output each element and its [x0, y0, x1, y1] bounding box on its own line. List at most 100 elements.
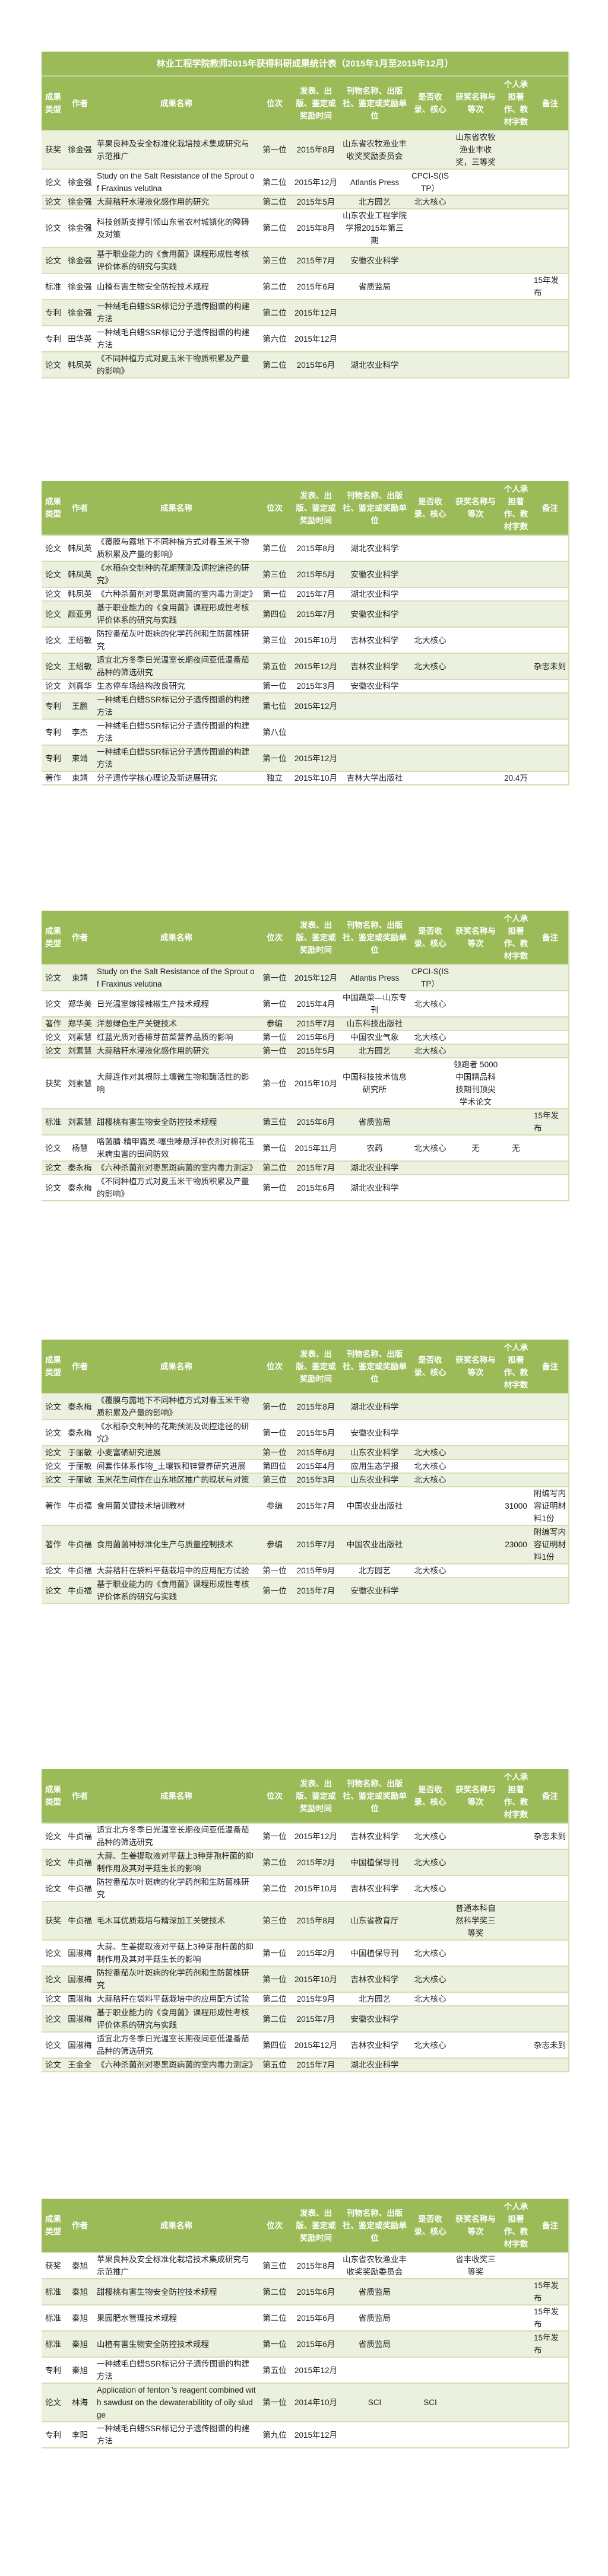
cell-name: 咯菌腈·精甲霜灵·噻虫嗪悬浮种衣剂对棉花玉米病虫害的田间防效	[95, 1135, 258, 1162]
cell-remarks	[532, 771, 569, 785]
results-table: 成果类型 作者 成果名称 位次 发表、出版、鉴定或奖励时间 刊物名称、出版社、鉴定或奖励单…	[42, 2199, 569, 2448]
cell-type: 论文	[42, 2058, 65, 2072]
cell-publisher: 安徽农业科学	[340, 679, 409, 694]
cell-indexed	[409, 352, 451, 379]
cell-remarks	[532, 1058, 569, 1109]
cell-publisher: 吉林大学出版社	[340, 771, 409, 785]
column-header-type: 成果类型	[42, 1340, 65, 1394]
table-row: 论文 王金全 《六种杀菌剂对枣黑斑病菌的室内毒力测定》 第五位 2015年7月 湖北农业科…	[42, 2058, 569, 2072]
cell-rank: 第一位	[258, 1135, 292, 1162]
column-header-date: 发表、出版、鉴定或奖励时间	[292, 1769, 340, 1824]
table-row: 论文 徐金强 基于职业能力的《食用菌》课程形成性考核评价体系的研究与实践 第三位 201…	[42, 247, 569, 274]
cell-word-count	[500, 247, 532, 274]
table-row: 论文 刘真华 生态停车场结构改良研究 第一位 2015年3月 安徽农业科学	[42, 679, 569, 694]
cell-word-count	[500, 273, 532, 300]
cell-award	[451, 561, 500, 588]
column-header-date: 发表、出版、鉴定或奖励时间	[292, 1340, 340, 1394]
cell-type: 论文	[42, 209, 65, 248]
cell-name: 一种绒毛白蜡SSR标记分子遗传图谱的构建方法	[95, 693, 258, 720]
table-row: 专利 束靖 一种绒毛白蜡SSR标记分子遗传图谱的构建方法 第一位 2015年12月	[42, 745, 569, 772]
cell-name: 基于职业能力的《食用菌》课程形成性考核评价体系的研究与实践	[95, 601, 258, 628]
column-header-indexed: 是否收录、核心	[409, 2199, 451, 2253]
cell-rank: 第一位	[258, 1394, 292, 1420]
cell-author: 国淑梅	[65, 1966, 95, 1993]
cell-type: 标准	[42, 2305, 65, 2332]
cell-word-count: 23000	[500, 1525, 532, 1564]
cell-award	[451, 601, 500, 628]
cell-type: 论文	[42, 1966, 65, 1993]
column-header-publisher: 刊物名称、出版社、鉴定或奖励单位	[340, 1769, 409, 1824]
cell-author: 田华英	[65, 326, 95, 352]
cell-author: 王鹏	[65, 693, 95, 720]
column-header-date: 发表、出版、鉴定或奖励时间	[292, 911, 340, 965]
cell-date: 2015年7月	[292, 1578, 340, 1604]
cell-indexed	[409, 2058, 451, 2072]
column-header-indexed: 是否收录、核心	[409, 1340, 451, 1394]
column-header-date: 发表、出版、鉴定或奖励时间	[292, 76, 340, 131]
cell-type: 论文	[42, 1849, 65, 1876]
cell-date: 2015年6月	[292, 1175, 340, 1201]
cell-rank: 第三位	[258, 627, 292, 654]
table-row: 论文 牛贞福 大蒜、生姜提取液对平菇上3种芽孢杆菌的抑制作用及其对平菇生长的影响 第二…	[42, 1849, 569, 1876]
cell-remarks: 15年发布	[532, 273, 569, 300]
column-header-author: 作者	[65, 911, 95, 965]
cell-remarks	[532, 1394, 569, 1420]
cell-type: 论文	[42, 1875, 65, 1902]
cell-rank: 第六位	[258, 326, 292, 352]
cell-award	[451, 2305, 500, 2332]
cell-indexed	[409, 1161, 451, 1175]
cell-publisher: 山东省农牧渔业丰收奖奖励委员会	[340, 131, 409, 170]
cell-remarks	[532, 1044, 569, 1058]
cell-name: 玉米花生间作在山东地区推广的现状与对策	[95, 1473, 258, 1487]
cell-award: 无	[451, 1135, 500, 1162]
cell-date: 2015年12月	[292, 965, 340, 991]
cell-rank: 第一位	[258, 1175, 292, 1201]
table-row: 获奖 徐金强 苹果良种及安全标准化栽培技术集成研究与示范推广 第一位 2015年8月 山东…	[42, 131, 569, 170]
cell-award: 省丰收奖三等奖	[451, 2253, 500, 2279]
cell-rank: 第一位	[258, 1564, 292, 1578]
table-title: 林业工程学院教师2015年获得科研成果统计表（2015年1月至2015年12月）	[42, 52, 569, 77]
cell-indexed	[409, 561, 451, 588]
cell-award	[451, 1459, 500, 1474]
cell-remarks	[532, 1017, 569, 1031]
cell-rank: 第一位	[258, 587, 292, 602]
cell-name: 适宜北方冬季日光温室长期夜间亚低温番茄品种的筛选研究	[95, 1823, 258, 1850]
header-row: 成果类型 作者 成果名称 位次 发表、出版、鉴定或奖励时间 刊物名称、出版社、鉴定或奖励单…	[42, 911, 569, 965]
cell-name: 红蓝光质对香椿芽苗菜营养品质的影响	[95, 1031, 258, 1045]
cell-rank: 第一位	[258, 991, 292, 1017]
column-header-type: 成果类型	[42, 76, 65, 131]
cell-date: 2015年6月	[292, 2279, 340, 2305]
column-header-word-count: 个人承担著作、教材字数	[500, 911, 532, 965]
column-header-award: 获奖名称与等次	[451, 1769, 500, 1824]
table-row: 论文 颜亚男 基于职业能力的《食用菌》课程形成性考核评价体系的研究与实践 第四位 201…	[42, 601, 569, 628]
cell-name: 防控番茄灰叶斑病的化学药剂和生防菌株研究	[95, 1875, 258, 1902]
cell-name: 大蒜秸秆水浸液化感作用的研究	[95, 195, 258, 209]
cell-rank: 第一位	[258, 2331, 292, 2358]
cell-rank: 第二位	[258, 2279, 292, 2305]
cell-word-count	[500, 2253, 532, 2279]
cell-date: 2015年10月	[292, 1966, 340, 1993]
cell-name: Study on the Salt Resistance of the Spro…	[95, 965, 258, 991]
cell-name: 一种绒毛白蜡SSR标记分子遗传图谱的构建方法	[95, 745, 258, 772]
cell-type: 论文	[42, 1823, 65, 1850]
cell-type: 标准	[42, 1109, 65, 1136]
cell-word-count	[500, 326, 532, 352]
cell-date: 2015年4月	[292, 991, 340, 1017]
header-row: 成果类型 作者 成果名称 位次 发表、出版、鉴定或奖励时间 刊物名称、出版社、鉴定或奖励单…	[42, 481, 569, 536]
cell-author: 秦永梅	[65, 1175, 95, 1201]
cell-remarks	[532, 1459, 569, 1474]
column-header-name: 成果名称	[95, 76, 258, 131]
cell-indexed	[409, 2422, 451, 2448]
column-header-award: 获奖名称与等次	[451, 76, 500, 131]
cell-publisher: 安徽农业科学	[340, 2006, 409, 2033]
cell-date: 2015年12月	[292, 2032, 340, 2059]
cell-date: 2015年7月	[292, 2058, 340, 2072]
table-row: 论文 徐金强 Study on the Salt Resistance of the…	[42, 169, 569, 196]
cell-publisher: 安徽农业科学	[340, 601, 409, 628]
cell-word-count	[500, 195, 532, 209]
column-header-type: 成果类型	[42, 911, 65, 965]
cell-award	[451, 1473, 500, 1487]
cell-author: 国淑梅	[65, 2006, 95, 2033]
cell-remarks: 15年发布	[532, 2305, 569, 2332]
cell-indexed: 北大核心	[409, 1459, 451, 1474]
